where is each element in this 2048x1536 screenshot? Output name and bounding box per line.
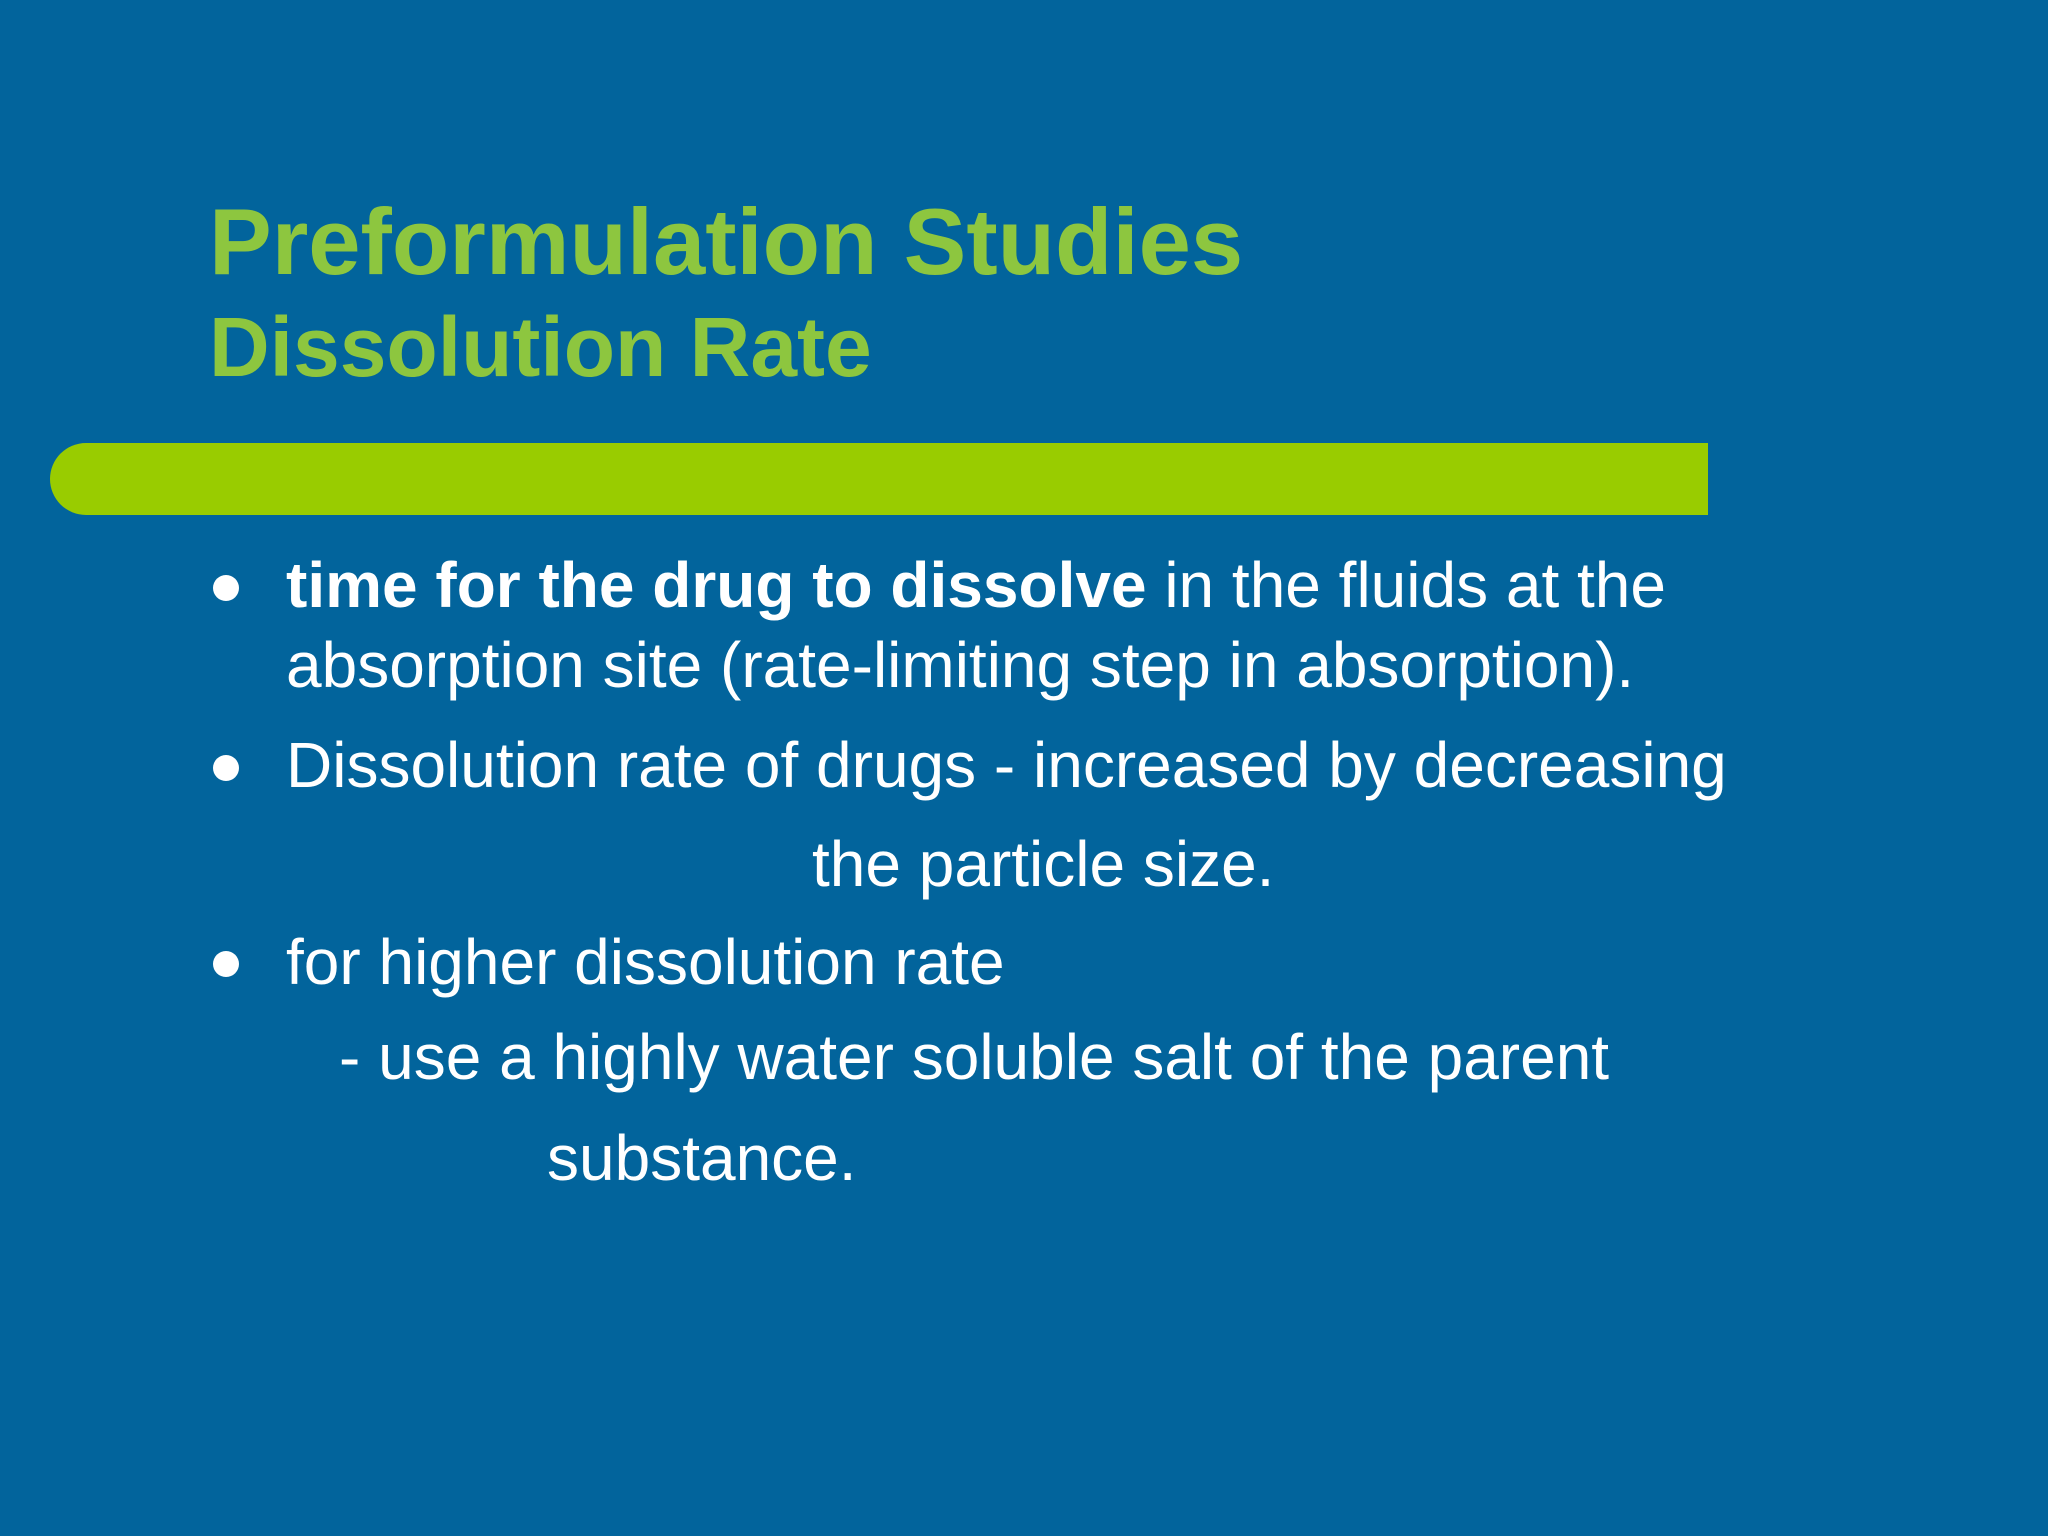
bullet-3-line-1: for higher dissolution rate	[286, 926, 1005, 998]
bullet-3-line-2: - use a highly water soluble salt of the…	[339, 1021, 1610, 1093]
bullet-1-bold-text: time for the drug to dissolve	[286, 549, 1147, 621]
bullet-1-line-2: absorption site (rate-limiting step in a…	[286, 629, 1635, 701]
bullet-dot-1	[213, 575, 239, 601]
bullet-2-line-1: Dissolution rate of drugs - increased by…	[286, 729, 1727, 801]
bullet-1-text: in the fluids at the	[1146, 549, 1666, 621]
slide-title: Preformulation Studies	[209, 189, 1244, 294]
accent-bar	[50, 443, 1708, 515]
bullet-dot-3	[213, 951, 239, 977]
bullet-2-line-2: the particle size.	[812, 828, 1275, 900]
bullet-3-line-3: substance.	[547, 1122, 857, 1194]
slide-subtitle: Dissolution Rate	[209, 300, 872, 394]
bullet-dot-2	[213, 755, 239, 781]
bullet-1-line-1: time for the drug to dissolve in the flu…	[286, 553, 1666, 617]
